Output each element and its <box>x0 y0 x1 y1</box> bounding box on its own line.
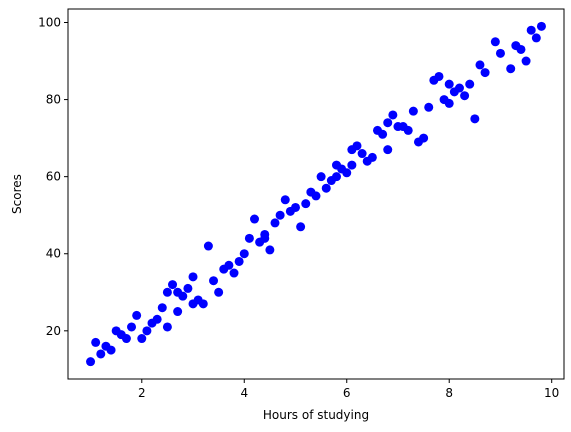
data-point <box>444 98 454 108</box>
data-point <box>378 129 388 139</box>
data-point <box>403 125 413 135</box>
data-point <box>173 307 183 317</box>
data-point <box>203 241 213 251</box>
data-point <box>239 249 249 259</box>
y-tick-label: 100 <box>38 15 61 29</box>
data-point <box>383 118 393 128</box>
data-point <box>367 152 377 162</box>
data-point <box>408 106 418 116</box>
data-point <box>142 326 152 336</box>
data-point <box>162 322 172 332</box>
data-point <box>188 272 198 282</box>
data-point <box>96 349 106 359</box>
x-axis-label: Hours of studying <box>263 408 369 422</box>
data-point <box>526 25 536 35</box>
data-point <box>321 183 331 193</box>
data-point <box>357 149 367 159</box>
data-point <box>91 337 101 347</box>
data-point <box>352 141 362 151</box>
data-point <box>296 222 306 232</box>
data-point <box>521 56 531 66</box>
x-ticks: 2 4 6 8 10 <box>138 379 559 400</box>
data-point <box>419 133 429 143</box>
data-point <box>470 114 480 124</box>
data-point <box>250 214 260 224</box>
data-point <box>434 71 444 81</box>
data-point <box>275 210 285 220</box>
data-point <box>280 195 290 205</box>
y-ticks: 20 40 60 80 100 <box>38 15 68 338</box>
data-point <box>137 334 147 344</box>
data-point <box>342 168 352 178</box>
x-tick-label: 4 <box>240 386 248 400</box>
data-point <box>480 68 490 78</box>
x-tick-label: 2 <box>138 386 146 400</box>
data-point <box>465 79 475 89</box>
data-point <box>454 83 464 93</box>
data-point <box>178 291 188 301</box>
data-point <box>531 33 541 43</box>
data-point <box>460 91 470 101</box>
data-point <box>301 199 311 209</box>
y-axis-label: Scores <box>10 174 24 214</box>
data-point <box>244 233 254 243</box>
data-point <box>224 260 234 270</box>
data-point <box>214 287 224 297</box>
data-point <box>291 202 300 212</box>
data-point <box>132 310 142 320</box>
data-point <box>127 322 137 332</box>
data-point <box>506 64 516 74</box>
x-tick-label: 10 <box>544 386 559 400</box>
data-point <box>332 172 341 182</box>
data-point <box>516 44 526 54</box>
y-tick-label: 60 <box>46 170 61 184</box>
data-point <box>495 48 505 58</box>
data-point <box>86 357 96 367</box>
data-point <box>347 160 357 170</box>
x-tick-label: 8 <box>445 386 453 400</box>
data-point <box>121 334 131 344</box>
data-point <box>260 233 270 243</box>
data-point <box>270 218 280 228</box>
data-point <box>152 314 162 324</box>
data-point <box>157 303 167 313</box>
points-layer <box>86 21 546 367</box>
data-point <box>209 276 219 286</box>
data-point <box>388 110 398 120</box>
data-point <box>444 79 454 89</box>
y-tick-label: 80 <box>46 93 61 107</box>
data-point <box>106 345 116 355</box>
y-tick-label: 20 <box>46 324 61 338</box>
data-point <box>265 245 275 255</box>
data-point <box>316 172 326 182</box>
data-point <box>536 21 546 31</box>
data-point <box>490 37 500 47</box>
plot-frame <box>67 8 565 380</box>
data-point <box>168 280 178 290</box>
x-tick-label: 6 <box>343 386 351 400</box>
data-point <box>198 299 208 309</box>
data-point <box>162 287 172 297</box>
y-tick-label: 40 <box>46 247 61 261</box>
data-point <box>383 145 393 155</box>
data-point <box>234 256 244 266</box>
data-point <box>183 283 193 293</box>
data-point <box>475 60 485 70</box>
data-point <box>229 268 239 278</box>
data-point <box>311 191 321 201</box>
data-point <box>424 102 434 112</box>
